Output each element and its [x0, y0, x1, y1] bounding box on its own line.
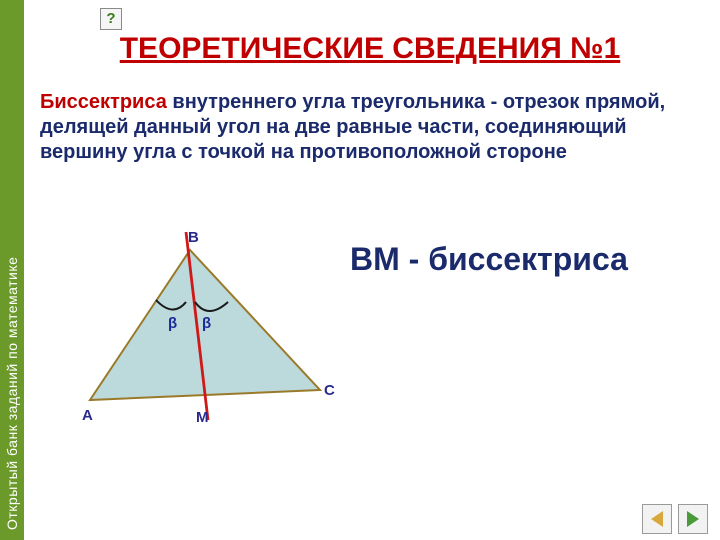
svg-text:C: C [324, 382, 335, 399]
chevron-right-icon [687, 511, 699, 527]
svg-text:β: β [202, 315, 211, 332]
nav-prev-button[interactable] [642, 504, 672, 534]
svg-text:M: M [196, 409, 209, 426]
svg-text:B: B [188, 229, 199, 246]
definition-text: Биссектриса внутреннего угла треугольник… [40, 90, 690, 165]
triangle-figure: β β A B C M [60, 220, 360, 450]
nav-next-button[interactable] [678, 504, 708, 534]
definition-term: Биссектриса [40, 91, 167, 113]
page-title: ТЕОРЕТИЧЕСКИЕ СВЕДЕНИЯ №1 [40, 32, 700, 66]
svg-text:A: A [82, 407, 93, 424]
svg-text:β: β [168, 315, 177, 332]
chevron-left-icon [651, 511, 663, 527]
side-tab: Открытый банк заданий по математике [0, 0, 24, 540]
figure-caption: ВМ - биссектриса [350, 240, 690, 278]
nav-group [642, 504, 708, 534]
help-button[interactable]: ? [100, 8, 122, 30]
